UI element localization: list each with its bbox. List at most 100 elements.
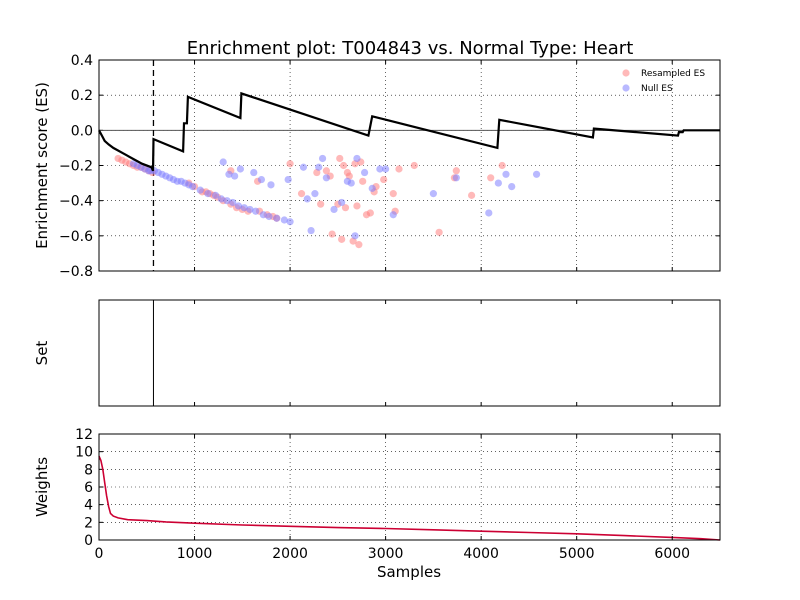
legend-label: Resampled ES: [641, 69, 705, 79]
resampled-es-point: [322, 167, 330, 175]
es-curve: [98, 91, 720, 172]
null-es-point: [231, 172, 239, 180]
resampled-es-point: [355, 241, 363, 249]
y-tick-label: −0.2: [59, 159, 93, 175]
null-es-point: [280, 216, 288, 224]
x-tick-label: 4000: [463, 546, 499, 562]
resampled-es-point: [297, 190, 306, 198]
null-es-point: [259, 211, 267, 219]
null-es-point: [252, 207, 260, 215]
null-es-point: [502, 170, 510, 178]
resampled-es-point: [468, 191, 476, 199]
y-tick-label: 4: [84, 498, 93, 514]
y-axis-title: Weights: [33, 457, 51, 517]
null-es-point: [217, 195, 225, 203]
x-tick-label: 0: [95, 546, 104, 562]
resampled-es-point: [366, 209, 374, 217]
resampled-es-point: [353, 202, 361, 210]
resampled-es-point: [389, 190, 397, 198]
null-es-point: [286, 218, 294, 226]
null-es-point: [303, 195, 311, 203]
panel-frame-weights: [98, 433, 721, 541]
y-tick-label: 2: [84, 515, 93, 531]
resampled-es-point: [341, 204, 350, 212]
resampled-es-point: [498, 161, 506, 170]
resampled-es-point: [452, 167, 460, 175]
x-tick-label: 2000: [272, 546, 308, 562]
null-es-point: [532, 170, 541, 178]
legend-marker-resampled: [622, 69, 630, 77]
resampled-es-point: [336, 154, 344, 163]
null-es-point: [360, 168, 369, 177]
null-es-point: [330, 205, 338, 214]
null-es-point: [267, 181, 275, 189]
y-tick-label: −0.8: [59, 264, 93, 280]
y-tick-label: 0.0: [71, 123, 93, 139]
null-es-point: [229, 198, 237, 207]
panel-frame-enrichment: [98, 59, 721, 272]
resampled-es-point: [359, 177, 367, 185]
y-tick-label: 0: [84, 533, 93, 549]
x-tick-label: 3000: [368, 546, 404, 562]
y-tick-label: 10: [75, 445, 93, 461]
null-es-point: [318, 154, 327, 163]
null-es-point: [273, 214, 281, 222]
y-tick-label: 6: [84, 480, 93, 496]
null-es-point: [368, 184, 376, 192]
resampled-es-point: [410, 161, 418, 170]
weights-line: [98, 455, 721, 541]
resampled-es-point: [339, 161, 348, 170]
y-axis-title: Set: [33, 341, 51, 366]
legend-marker-null: [622, 84, 630, 92]
x-tick-label: 5000: [559, 546, 595, 562]
null-es-point: [485, 209, 493, 217]
y-tick-label: 0.4: [71, 53, 93, 69]
legend-label: Null ES: [641, 84, 673, 94]
resampled-es-point: [328, 230, 336, 238]
null-es-point: [246, 205, 254, 214]
null-es-point: [376, 165, 384, 173]
null-es-point: [353, 154, 361, 163]
resampled-es-point: [395, 165, 403, 173]
null-es-point: [236, 165, 244, 173]
null-es-point: [351, 232, 359, 240]
null-es-point: [225, 170, 233, 178]
y-axis-title: Enrichment score (ES): [33, 82, 51, 249]
null-es-point: [389, 211, 397, 219]
null-es-point: [299, 163, 308, 171]
x-tick-label: 6000: [654, 546, 690, 562]
resampled-es-point: [435, 228, 443, 236]
null-es-point: [219, 158, 227, 166]
y-tick-label: 0.2: [71, 88, 93, 104]
null-es-point: [234, 202, 243, 210]
resampled-es-point: [338, 235, 346, 243]
panel-frame-set: [98, 299, 721, 407]
y-tick-label: −0.4: [59, 194, 93, 210]
x-tick-label: 1000: [177, 546, 213, 562]
y-tick-label: −0.6: [59, 229, 93, 245]
null-es-point: [338, 198, 346, 207]
null-es-point: [204, 190, 212, 198]
null-es-point: [211, 191, 220, 199]
null-es-point: [452, 174, 460, 182]
null-es-point: [429, 190, 437, 198]
null-es-point: [307, 226, 315, 235]
null-es-point: [382, 165, 390, 173]
null-es-point: [347, 179, 355, 187]
resampled-es-point: [380, 175, 388, 184]
null-es-point: [196, 186, 204, 194]
null-es-point: [284, 175, 292, 184]
resampled-es-point: [487, 174, 495, 182]
x-axis-title: Samples: [377, 563, 441, 581]
null-es-point: [494, 179, 502, 187]
null-es-point: [223, 197, 231, 205]
plot-title: Enrichment plot: T004843 vs. Normal Type…: [187, 38, 634, 59]
null-es-point: [240, 204, 248, 212]
null-es-point: [508, 183, 516, 191]
null-es-point: [250, 168, 258, 177]
null-es-point: [257, 175, 266, 184]
resampled-es-point: [286, 160, 294, 168]
null-es-point: [322, 174, 330, 182]
null-es-point: [311, 190, 319, 198]
